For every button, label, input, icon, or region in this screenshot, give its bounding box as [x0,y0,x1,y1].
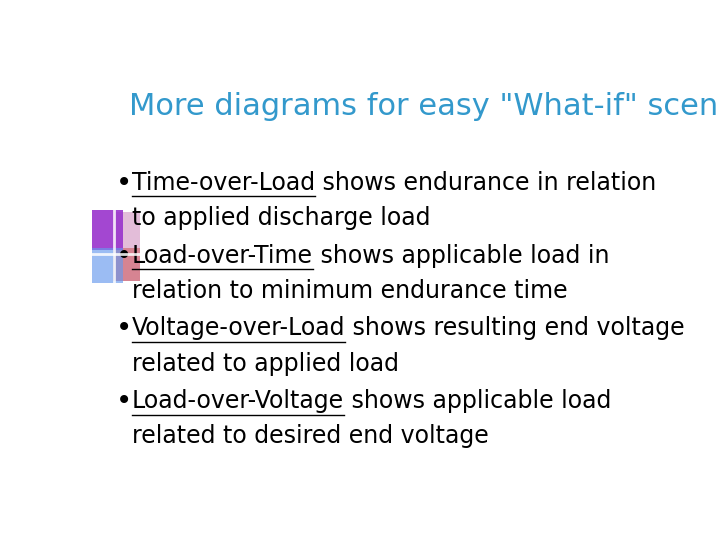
Text: shows applicable load in: shows applicable load in [313,244,609,268]
Bar [113,212,140,248]
Text: shows applicable load: shows applicable load [344,389,611,413]
Text: Load-over-Voltage: Load-over-Voltage [132,389,344,413]
Bar [91,248,124,283]
Text: shows endurance in relation: shows endurance in relation [315,171,656,195]
Text: relation to minimum endurance time: relation to minimum endurance time [132,279,567,303]
Text: •: • [116,387,132,415]
Text: •: • [116,314,132,342]
Text: •: • [116,168,132,197]
Text: Load-over-Time: Load-over-Time [132,244,313,268]
Text: More diagrams for easy "What-if" scenario work: More diagrams for easy "What-if" scenari… [129,92,720,121]
Text: shows resulting end voltage: shows resulting end voltage [346,316,685,340]
Bar [113,248,140,281]
Text: related to applied load: related to applied load [132,352,399,376]
Text: •: • [116,241,132,269]
Bar [91,210,124,250]
Text: to applied discharge load: to applied discharge load [132,206,431,230]
Text: Voltage-over-Load: Voltage-over-Load [132,316,346,340]
Text: related to desired end voltage: related to desired end voltage [132,424,489,448]
Text: Time-over-Load: Time-over-Load [132,171,315,195]
